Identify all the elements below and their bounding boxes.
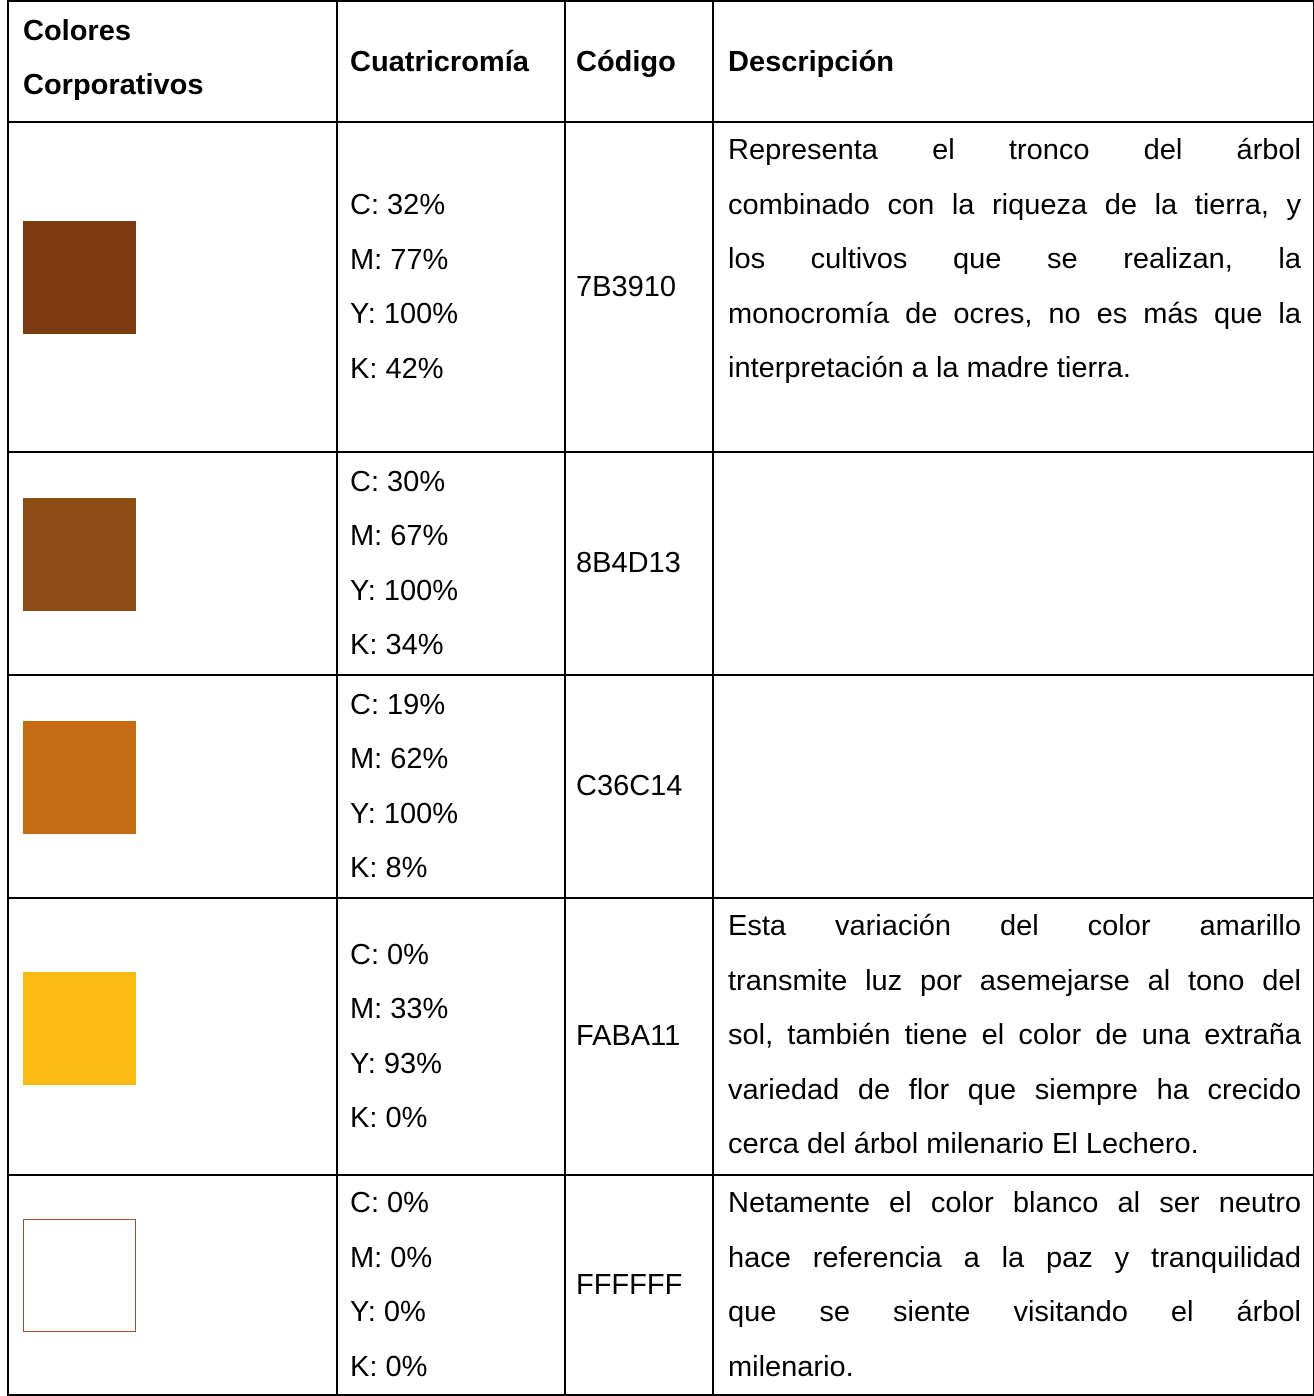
- table-row: C: 19% M: 62% Y: 100% K: 8% C36C14: [7, 674, 1314, 899]
- header-colors-line-2: Corporativos: [23, 69, 204, 101]
- cmyk-k: K: 0%: [350, 1102, 428, 1134]
- header-cmyk: Cuatricromía: [336, 0, 566, 123]
- color-swatch: [23, 1219, 136, 1332]
- cmyk-c: C: 0%: [350, 1187, 429, 1219]
- cmyk-cell: C: 30% M: 67% Y: 100% K: 34%: [336, 451, 566, 676]
- cmyk-y: Y: 100%: [350, 574, 459, 607]
- table-row: C: 0% M: 33% Y: 93% K: 0% FABA11 Esta va…: [7, 897, 1314, 1176]
- description-line: combinado con la riqueza de la tierra, y: [728, 188, 1301, 221]
- swatch-cell: [7, 674, 338, 899]
- cmyk-k: K: 34%: [350, 629, 444, 661]
- cmyk-y: Y: 0%: [350, 1296, 426, 1328]
- description-cell: [712, 451, 1314, 676]
- cmyk-cell: C: 0% M: 0% Y: 0% K: 0%: [336, 1174, 566, 1396]
- cmyk-cell: C: 19% M: 62% Y: 100% K: 8%: [336, 674, 566, 899]
- swatch-cell: [7, 451, 338, 676]
- header-row: Colores Corporativos Cuatricromía Código…: [7, 0, 1314, 123]
- header-colors-line-1: Colores: [23, 15, 131, 47]
- cmyk-y: Y: 100%: [350, 797, 459, 830]
- code-cell: 7B3910: [564, 121, 714, 453]
- color-swatch: [23, 221, 136, 334]
- description-line: interpretación a la madre tierra.: [728, 352, 1131, 384]
- description-line: transmite luz por asemejarse al tono del: [728, 964, 1301, 997]
- cmyk-m: M: 62%: [350, 743, 449, 775]
- description-line: sol, también tiene el color de una extra…: [728, 1019, 1301, 1051]
- cmyk-c: C: 30%: [350, 465, 446, 498]
- description-line: Esta variación del color amarillo: [728, 910, 1301, 942]
- description-line: que se siente visitando el árbol: [728, 1296, 1301, 1328]
- description-cell: Representa el tronco del árbol combinado…: [712, 121, 1314, 453]
- cmyk-cell: C: 32% M: 77% Y: 100% K: 42%: [336, 121, 566, 453]
- code-cell: FABA11: [564, 897, 714, 1176]
- header-colors: Colores Corporativos: [7, 0, 338, 123]
- table-row: C: 0% M: 0% Y: 0% K: 0% FFFFFF Netamente…: [7, 1174, 1314, 1396]
- cmyk-m: M: 77%: [350, 243, 449, 276]
- swatch-cell: [7, 897, 338, 1176]
- description-line: Representa el tronco del árbol: [728, 134, 1301, 166]
- swatch-cell: [7, 1174, 338, 1396]
- cmyk-m: M: 0%: [350, 1241, 433, 1274]
- code-cell: 8B4D13: [564, 451, 714, 676]
- description-cell: [712, 674, 1314, 899]
- cmyk-k: K: 8%: [350, 852, 428, 884]
- description-line: los cultivos que se realizan, la: [728, 243, 1301, 275]
- corporate-colors-table: Colores Corporativos Cuatricromía Código…: [7, 0, 1314, 1396]
- description-line: milenario.: [728, 1350, 854, 1383]
- color-swatch: [23, 721, 136, 834]
- color-swatch: [23, 972, 136, 1085]
- table-row: C: 30% M: 67% Y: 100% K: 34% 8B4D13: [7, 451, 1314, 676]
- description-line: hace referencia a la paz y tranquilidad: [728, 1241, 1301, 1274]
- cmyk-cell: C: 0% M: 33% Y: 93% K: 0%: [336, 897, 566, 1176]
- color-swatch: [23, 498, 136, 611]
- description-line: monocromía de ocres, no es más que la: [728, 297, 1301, 330]
- cmyk-y: Y: 93%: [350, 1047, 442, 1080]
- description-line: cerca del árbol milenario El Lechero.: [728, 1128, 1199, 1160]
- description-line: variedad de flor que siempre ha crecido: [728, 1073, 1301, 1106]
- description-cell: Netamente el color blanco al ser neutro …: [712, 1174, 1314, 1396]
- swatch-cell: [7, 121, 338, 453]
- code-cell: C36C14: [564, 674, 714, 899]
- cmyk-m: M: 67%: [350, 520, 449, 552]
- cmyk-k: K: 0%: [350, 1350, 428, 1383]
- code-cell: FFFFFF: [564, 1174, 714, 1396]
- header-code: Código: [564, 0, 714, 123]
- cmyk-c: C: 19%: [350, 688, 446, 721]
- cmyk-c: C: 32%: [350, 189, 446, 221]
- table-row: C: 32% M: 77% Y: 100% K: 42% 7B3910 Repr…: [7, 121, 1314, 453]
- description-line: Netamente el color blanco al ser neutro: [728, 1187, 1301, 1219]
- cmyk-y: Y: 100%: [350, 298, 459, 330]
- description-cell: Esta variación del color amarillo transm…: [712, 897, 1314, 1176]
- cmyk-m: M: 33%: [350, 993, 449, 1025]
- cmyk-c: C: 0%: [350, 938, 429, 971]
- cmyk-k: K: 42%: [350, 352, 444, 385]
- header-description: Descripción: [712, 0, 1314, 123]
